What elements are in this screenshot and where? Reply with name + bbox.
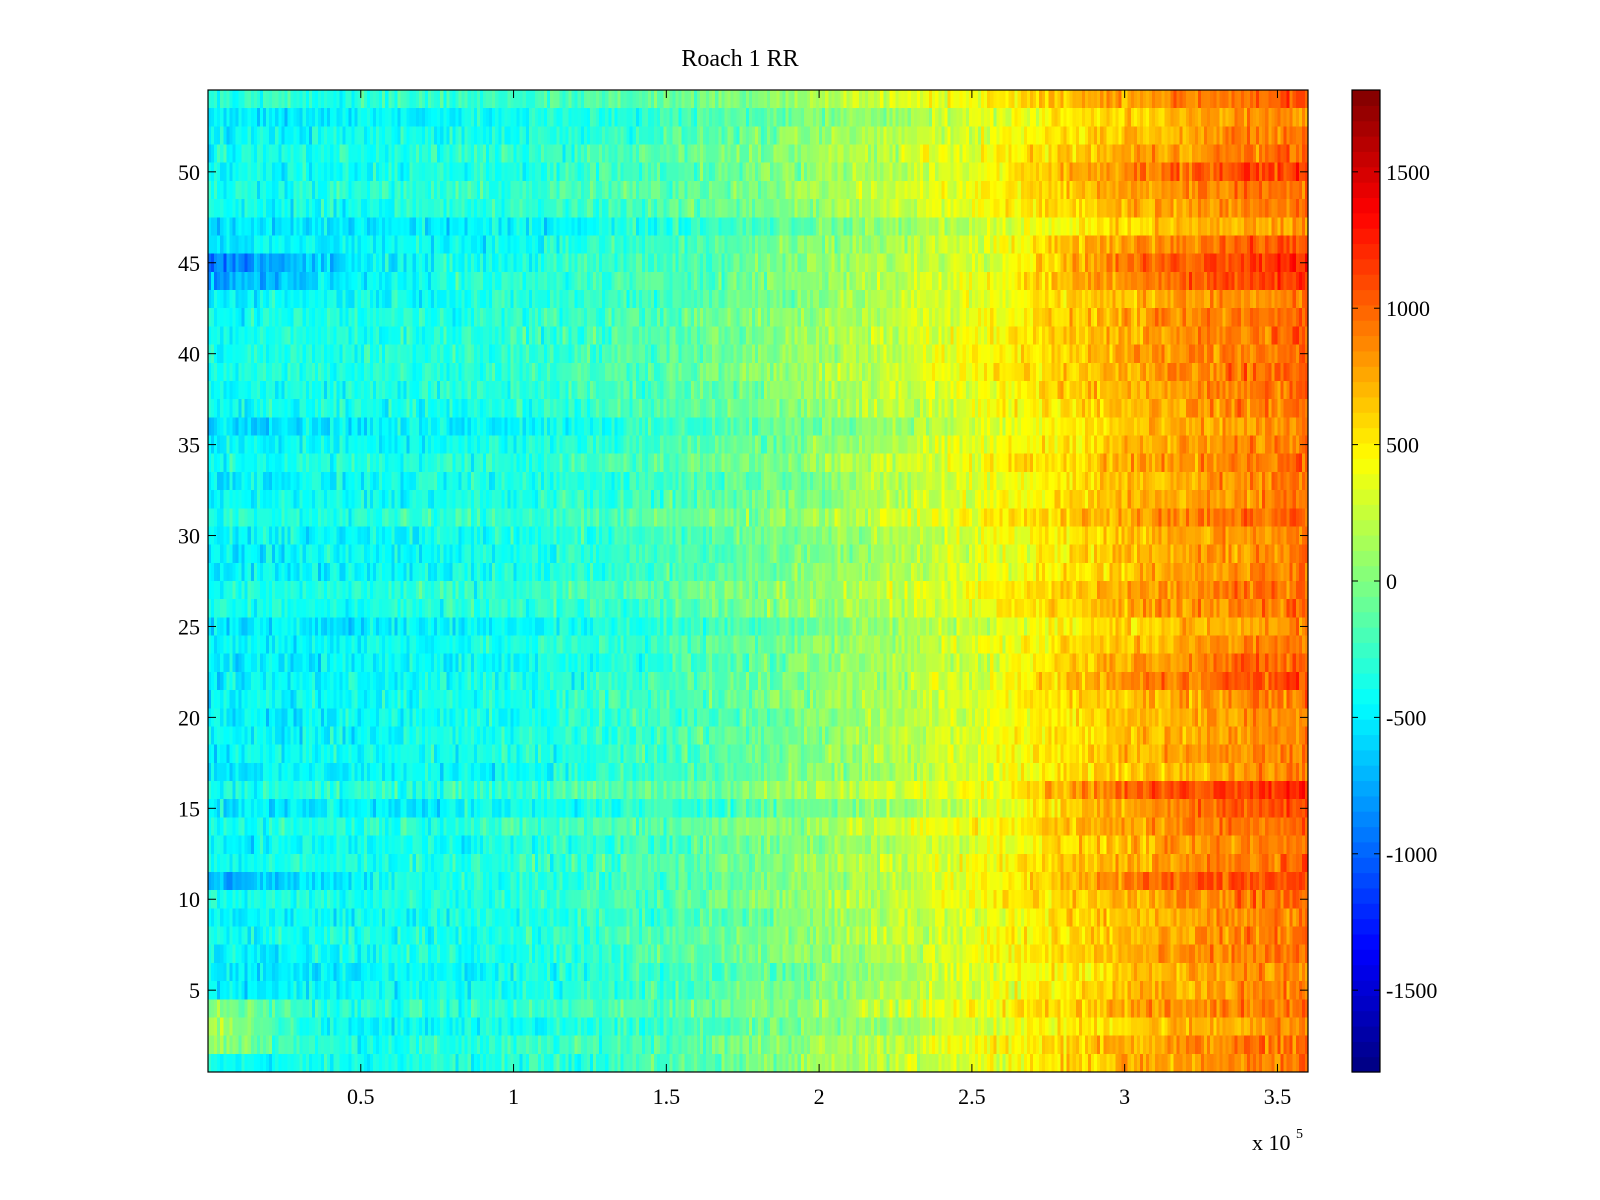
colorbar-band	[1352, 458, 1380, 475]
y-tick-label: 20	[178, 705, 200, 730]
colorbar-band	[1352, 550, 1380, 567]
x-tick-label: 1	[508, 1084, 519, 1109]
colorbar-band	[1352, 964, 1380, 981]
x-exponent-label: x 10 5	[1252, 1127, 1303, 1155]
chart-title: Roach 1 RR	[681, 46, 798, 72]
colorbar-band	[1352, 642, 1380, 659]
x-tick-label: 0.5	[347, 1084, 375, 1109]
colorbar-band	[1352, 841, 1380, 858]
x-axis: 0.5 1 1.5 2 2.5 3 3.5	[347, 90, 1291, 1109]
colorbar-band	[1352, 657, 1380, 674]
colorbar-band	[1352, 857, 1380, 874]
x-tick-label: 2.5	[958, 1084, 986, 1109]
colorbar-band	[1352, 872, 1380, 889]
colorbar-band	[1352, 151, 1380, 168]
colorbar-band	[1352, 350, 1380, 367]
heatmap-image	[208, 90, 1308, 1072]
x-tick-label: 1.5	[653, 1084, 681, 1109]
y-tick-label: 40	[178, 342, 200, 367]
colorbar-band	[1352, 381, 1380, 398]
colorbar-band	[1352, 581, 1380, 597]
colorbar-band	[1352, 120, 1380, 137]
colorbar-band	[1352, 918, 1380, 935]
colorbar-tick-label: -500	[1386, 705, 1426, 730]
colorbar-tick-label: -1500	[1386, 978, 1437, 1003]
colorbar-band	[1352, 1056, 1380, 1073]
colorbar-band	[1352, 90, 1380, 106]
colorbar-band	[1352, 611, 1380, 628]
colorbar-tick-label: 500	[1386, 433, 1419, 458]
colorbar-band	[1352, 488, 1380, 505]
x-tick-label: 3.5	[1264, 1084, 1292, 1109]
colorbar-band	[1352, 688, 1380, 705]
colorbar-band	[1352, 734, 1380, 751]
y-axis: 5 10 15 20 25 30 35 40 45 50	[178, 160, 1308, 1003]
colorbar-band	[1352, 811, 1380, 828]
colorbar-band	[1352, 289, 1380, 306]
colorbar-band	[1352, 765, 1380, 782]
colorbar-band	[1352, 274, 1380, 291]
y-tick-label: 10	[178, 887, 200, 912]
y-tick-label: 5	[189, 978, 200, 1003]
colorbar-band	[1352, 427, 1380, 444]
colorbar-band	[1352, 197, 1380, 214]
colorbar-band	[1352, 304, 1380, 321]
colorbar-band	[1352, 504, 1380, 521]
colorbar-band	[1352, 166, 1380, 183]
x-exponent-base: x 10	[1252, 1130, 1291, 1155]
y-tick-label: 30	[178, 524, 200, 549]
colorbar-band	[1352, 473, 1380, 490]
colorbar-band	[1352, 442, 1380, 459]
colorbar-axis: 1500 1000 500 0 -500 -1000 -1500	[1352, 160, 1437, 1003]
y-tick-label: 50	[178, 160, 200, 185]
x-exponent-power: 5	[1296, 1127, 1303, 1142]
colorbar-band	[1352, 749, 1380, 766]
colorbar-band	[1352, 903, 1380, 920]
colorbar-band	[1352, 780, 1380, 797]
colorbar-band	[1352, 933, 1380, 950]
colorbar-band	[1352, 212, 1380, 229]
colorbar-band	[1352, 949, 1380, 966]
colorbar-band	[1352, 412, 1380, 429]
x-tick-label: 3	[1119, 1084, 1130, 1109]
colorbar-band	[1352, 565, 1380, 582]
y-tick-label: 35	[178, 433, 200, 458]
x-tick-label: 2	[814, 1084, 825, 1109]
colorbar-band	[1352, 673, 1380, 690]
colorbar-band	[1352, 596, 1380, 613]
colorbar-band	[1352, 366, 1380, 383]
colorbar-tick-label: 1000	[1386, 296, 1430, 321]
colorbar-band	[1352, 534, 1380, 551]
colorbar-band	[1352, 228, 1380, 245]
colorbar-tick-label: 1500	[1386, 160, 1430, 185]
colorbar-band	[1352, 258, 1380, 275]
y-tick-label: 45	[178, 251, 200, 276]
colorbar-band	[1352, 719, 1380, 736]
colorbar-band	[1352, 182, 1380, 199]
colorbar-band	[1352, 396, 1380, 413]
colorbar-band	[1352, 1025, 1380, 1042]
colorbar-band	[1352, 320, 1380, 337]
colorbar-band	[1352, 703, 1380, 720]
y-tick-label: 15	[178, 796, 200, 821]
y-tick-label: 25	[178, 614, 200, 639]
colorbar-band	[1352, 519, 1380, 536]
colorbar-band	[1352, 335, 1380, 352]
colorbar-tick-label: -1000	[1386, 842, 1437, 867]
colorbar-band	[1352, 795, 1380, 812]
colorbar-band	[1352, 1010, 1380, 1027]
colorbar-band	[1352, 243, 1380, 260]
colorbar-band	[1352, 105, 1380, 122]
plot-frame	[207, 89, 1309, 1073]
colorbar-band	[1352, 1041, 1380, 1058]
colorbar-band	[1352, 627, 1380, 643]
colorbar-band	[1352, 995, 1380, 1012]
colorbar-band	[1352, 887, 1380, 904]
heatmap	[208, 90, 1308, 1072]
colorbar-band	[1352, 826, 1380, 843]
colorbar-band	[1352, 136, 1380, 152]
colorbar-tick-label: 0	[1386, 569, 1397, 594]
colorbar-band	[1352, 979, 1380, 996]
